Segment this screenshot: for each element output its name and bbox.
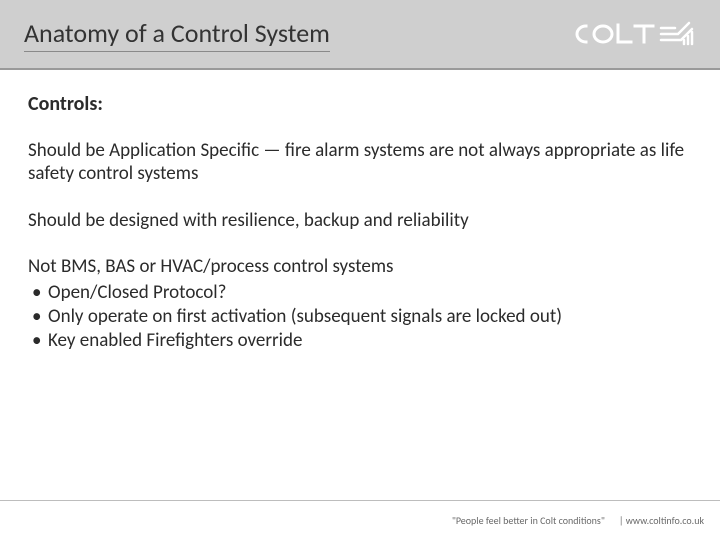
list-item: Open/Closed Protocol? xyxy=(28,281,692,305)
slide-header: Anatomy of a Control System xyxy=(0,0,720,70)
list-item: Key enabled Firefighters override xyxy=(28,329,692,353)
bullet-list: Open/Closed Protocol? Only operate on fi… xyxy=(28,281,692,352)
slide: Anatomy of a Control System Controls: xyxy=(0,0,720,540)
slide-body: Controls: Should be Application Specific… xyxy=(28,92,692,352)
colt-logo-svg xyxy=(572,20,702,48)
paragraph-3-intro: Not BMS, BAS or HVAC/process control sys… xyxy=(28,256,692,279)
slide-title: Anatomy of a Control System xyxy=(24,17,330,52)
slide-footer: "People feel better in Colt conditions" … xyxy=(0,500,720,540)
footer-tagline: "People feel better in Colt conditions" xyxy=(452,514,605,527)
list-item: Only operate on first activation (subseq… xyxy=(28,305,692,329)
paragraph-2: Should be designed with resilience, back… xyxy=(28,210,692,233)
footer-url: www.coltinfo.co.uk xyxy=(619,514,704,527)
section-label: Controls: xyxy=(28,92,692,116)
paragraph-1: Should be Application Specific — fire al… xyxy=(28,140,692,186)
colt-logo xyxy=(572,20,702,48)
